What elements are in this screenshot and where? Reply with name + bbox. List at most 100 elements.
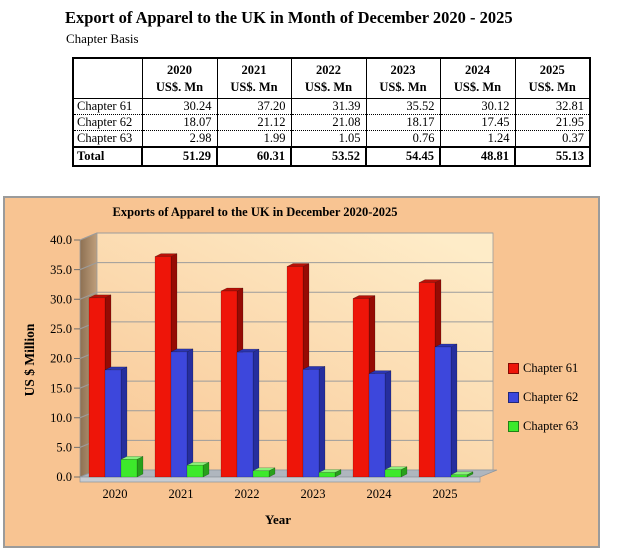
chart-box: 0.0 5.0 10.0 15.0 20.0 25.0 30.0 35.0 40.0 2020 20… (3, 196, 600, 548)
bar-Chapter-61-2020 (88, 297, 106, 478)
table-col-header-2024: 2024 US$. Mn (439, 58, 516, 99)
table-row-label: Chapter 63 (72, 130, 143, 148)
grid-line-wall (79, 262, 98, 271)
legend-swatch (508, 421, 519, 432)
bar-side-Chapter-62-2022 (252, 348, 260, 478)
y-tick-label: 15.0 (50, 381, 72, 395)
table-corner-cell (72, 58, 143, 99)
table-cell: 1.05 (290, 130, 367, 148)
bar-Chapter-63-2024 (384, 469, 402, 478)
bar-Chapter-62-2024 (368, 373, 386, 478)
x-category-label: 2025 (433, 487, 458, 501)
table-col-header-2022: 2022 US$. Mn (290, 58, 367, 99)
table-cell: 21.95 (514, 114, 591, 131)
table-cell: 0.37 (514, 130, 591, 148)
table-cell: 35.52 (365, 98, 441, 115)
legend-item: Chapter 62 (508, 390, 579, 404)
bar-Chapter-61-2023 (286, 266, 304, 478)
table-row: Chapter 62 18.07 21.12 21.08 18.17 17.45 21.95 (72, 114, 591, 131)
table-total-cell: 55.13 (514, 146, 591, 166)
chart-svg: 0.0 5.0 10.0 15.0 20.0 25.0 30.0 35.0 40.0 2020 20… (50, 232, 498, 501)
x-category-label: 2023 (301, 487, 326, 501)
bar-Chapter-61-2024 (352, 298, 370, 478)
y-tick-label: 25.0 (50, 322, 72, 336)
y-tick-label: 10.0 (50, 411, 72, 425)
bar-Chapter-61-2025 (418, 282, 436, 478)
table-row-label: Chapter 62 (72, 114, 143, 131)
bar-side-Chapter-62-2021 (186, 348, 194, 478)
bar-Chapter-62-2025 (434, 346, 452, 478)
table-header-row: 2020 US$. Mn 2021 US$. Mn 2022 US$. Mn 2023 US$… (72, 58, 591, 99)
x-category-label: 2024 (367, 487, 393, 501)
x-category-label: 2021 (169, 487, 194, 501)
legend-swatch (508, 363, 519, 374)
bar-Chapter-63-2020 (120, 459, 138, 478)
bar-side-Chapter-63-2020 (136, 455, 144, 478)
y-tick-label: 30.0 (50, 292, 72, 306)
table-cell: 21.12 (216, 114, 292, 131)
legend-label: Chapter 62 (523, 390, 579, 404)
bar-side-Chapter-62-2024 (384, 370, 392, 478)
table-col-header-2020: 2020 US$. Mn (141, 58, 218, 99)
bar-Chapter-63-2022 (252, 470, 270, 478)
table-cell: 37.20 (216, 98, 292, 115)
chart-title: Exports of Apparel to the UK in December… (112, 205, 398, 219)
page-title: Export of Apparel to the UK in Month of … (65, 8, 513, 27)
table-row-label: Chapter 61 (72, 98, 143, 115)
table-total-cell: 60.31 (216, 146, 292, 166)
y-tick-label: 0.0 (56, 470, 72, 484)
table-total-label: Total (72, 146, 143, 166)
legend-label: Chapter 63 (523, 419, 579, 433)
bar-Chapter-63-2021 (186, 464, 204, 478)
grid-line-wall (79, 291, 98, 300)
data-table: 2020 US$. Mn 2021 US$. Mn 2022 US$. Mn 2023 US$… (72, 57, 591, 167)
chart-legend: Chapter 61 Chapter 62 Chapter 63 (508, 361, 579, 449)
x-category-label: 2020 (103, 487, 128, 501)
table-row: Chapter 61 30.24 37.20 31.39 35.52 30.12 32.81 (72, 98, 591, 115)
table-body: Chapter 61 30.24 37.20 31.39 35.52 30.12 32.81… (72, 98, 591, 166)
bar-side-Chapter-62-2025 (450, 343, 458, 478)
table-cell: 1.99 (216, 130, 292, 148)
x-axis-title: Year (265, 512, 291, 527)
bar-Chapter-61-2022 (220, 290, 238, 478)
table-cell: 17.45 (439, 114, 516, 131)
y-axis-title: US $ Million (22, 323, 37, 397)
table-row: Chapter 63 2.98 1.99 1.05 0.76 1.24 0.37 (72, 130, 591, 148)
page-subtitle: Chapter Basis (66, 31, 139, 46)
bar-Chapter-62-2022 (236, 351, 254, 478)
table-cell: 32.81 (514, 98, 591, 115)
bar-Chapter-62-2020 (104, 369, 122, 478)
legend-swatch (508, 392, 519, 403)
bar-Chapter-63-2025 (450, 474, 468, 478)
bar-side-Chapter-62-2023 (318, 365, 326, 478)
table-total-cell: 53.52 (290, 146, 367, 166)
legend-item: Chapter 63 (508, 419, 579, 433)
table-cell: 30.24 (141, 98, 218, 115)
bar-Chapter-62-2021 (170, 351, 188, 478)
bar-Chapter-62-2023 (302, 369, 320, 478)
y-tick-label: 5.0 (56, 441, 72, 455)
table-col-header-2021: 2021 US$. Mn (216, 58, 292, 99)
table-cell: 18.17 (365, 114, 441, 131)
chart-floor-edge (79, 476, 481, 483)
table-cell: 0.76 (365, 130, 441, 148)
bar-Chapter-63-2023 (318, 472, 336, 478)
table-total-cell: 54.45 (365, 146, 441, 166)
table-col-header-2023: 2023 US$. Mn (365, 58, 441, 99)
table-cell: 21.08 (290, 114, 367, 131)
table-head: 2020 US$. Mn 2021 US$. Mn 2022 US$. Mn 2023 US$… (72, 58, 591, 99)
table-col-header-2025: 2025 US$. Mn (514, 58, 591, 99)
table-cell: 18.07 (141, 114, 218, 131)
legend-item: Chapter 61 (508, 361, 579, 375)
table-total-cell: 48.81 (439, 146, 516, 166)
legend-label: Chapter 61 (523, 361, 579, 375)
y-tick-label: 35.0 (50, 263, 72, 277)
table-total-row: Total 51.29 60.31 53.52 54.45 48.81 55.13 (72, 146, 591, 166)
x-category-label: 2022 (235, 487, 260, 501)
table-cell: 30.12 (439, 98, 516, 115)
table-cell: 31.39 (290, 98, 367, 115)
y-tick-label: 40.0 (50, 233, 72, 247)
bar-Chapter-61-2021 (154, 256, 172, 478)
table-cell: 2.98 (141, 130, 218, 148)
